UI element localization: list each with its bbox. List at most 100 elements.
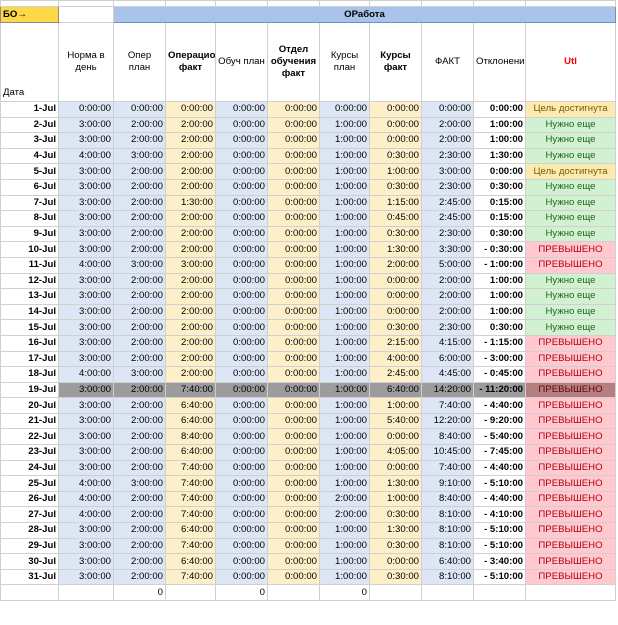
kursy-fact-cell[interactable]: 1:00:00 xyxy=(369,490,422,508)
date-cell[interactable]: 7-Jul xyxy=(0,194,59,212)
status-cell[interactable]: Цель достигнута xyxy=(525,101,616,118)
kursy-plan-cell[interactable]: 1:00:00 xyxy=(319,163,370,180)
norma-cell[interactable]: 3:00:00 xyxy=(58,319,114,336)
otkl-cell[interactable]: - 0:30:00 xyxy=(473,241,526,258)
oper-plan-cell[interactable]: 2:00:00 xyxy=(113,537,166,555)
oper-fact-cell[interactable]: 2:00:00 xyxy=(165,116,216,134)
oper-fact-cell[interactable]: 2:00:00 xyxy=(165,147,216,165)
kursy-plan-cell[interactable]: 1:00:00 xyxy=(319,428,370,446)
blank-cell[interactable] xyxy=(58,6,114,23)
oper-fact-cell[interactable]: 2:00:00 xyxy=(165,241,216,258)
status-cell[interactable]: Нужно еще xyxy=(525,288,616,305)
obuch-plan-cell[interactable]: 0:00:00 xyxy=(215,506,268,524)
norma-cell[interactable]: 3:00:00 xyxy=(58,444,114,461)
oper-fact-cell[interactable]: 2:00:00 xyxy=(165,350,216,368)
kursy-fact-cell[interactable]: 0:00:00 xyxy=(369,459,422,477)
otkl-cell[interactable]: - 1:15:00 xyxy=(473,334,526,352)
otdel-fact-cell[interactable]: 0:00:00 xyxy=(267,334,320,352)
fact-cell[interactable]: 3:00:00 xyxy=(421,163,474,180)
oper-plan-cell[interactable]: 2:00:00 xyxy=(113,397,166,414)
otdel-fact-cell[interactable]: 0:00:00 xyxy=(267,490,320,508)
norma-cell[interactable]: 3:00:00 xyxy=(58,132,114,149)
obuch-plan-cell[interactable]: 0:00:00 xyxy=(215,475,268,492)
status-cell[interactable]: ПРЕВЫШЕНО xyxy=(525,537,616,555)
fact-cell[interactable]: 3:30:00 xyxy=(421,241,474,258)
kursy-fact-cell[interactable]: 0:30:00 xyxy=(369,147,422,165)
date-cell[interactable]: 18-Jul xyxy=(0,366,59,383)
otdel-fact-cell[interactable]: 0:00:00 xyxy=(267,568,320,586)
norma-cell[interactable]: 3:00:00 xyxy=(58,412,114,430)
kursy-plan-cell[interactable]: 1:00:00 xyxy=(319,178,370,196)
kursy-fact-cell[interactable]: 0:30:00 xyxy=(369,537,422,555)
kursy-plan-cell[interactable]: 1:00:00 xyxy=(319,241,370,258)
date-cell[interactable]: 9-Jul xyxy=(0,225,59,243)
empty-cell[interactable] xyxy=(369,584,422,602)
norma-cell[interactable]: 4:00:00 xyxy=(58,475,114,492)
section-title-cell[interactable]: ОРабота xyxy=(113,6,616,23)
date-cell[interactable]: 25-Jul xyxy=(0,475,59,492)
oper-plan-cell[interactable]: 2:00:00 xyxy=(113,334,166,352)
date-cell[interactable]: 21-Jul xyxy=(0,412,59,430)
oper-plan-cell[interactable]: 2:00:00 xyxy=(113,381,166,399)
otkl-cell[interactable]: - 5:10:00 xyxy=(473,568,526,586)
otdel-fact-cell[interactable]: 0:00:00 xyxy=(267,132,320,149)
date-cell[interactable]: 22-Jul xyxy=(0,428,59,446)
kursy-plan-cell[interactable]: 1:00:00 xyxy=(319,272,370,290)
obuch-plan-cell[interactable]: 0:00:00 xyxy=(215,116,268,134)
norma-cell[interactable]: 3:00:00 xyxy=(58,194,114,212)
kursy-plan-cell[interactable]: 1:00:00 xyxy=(319,537,370,555)
kursy-plan-cell[interactable]: 0:00:00 xyxy=(319,101,370,118)
oper-fact-cell[interactable]: 2:00:00 xyxy=(165,178,216,196)
norma-cell[interactable]: 3:00:00 xyxy=(58,225,114,243)
status-cell[interactable]: ПРЕВЫШЕНО xyxy=(525,397,616,414)
norma-cell[interactable]: 3:00:00 xyxy=(58,553,114,570)
oper-fact-cell[interactable]: 7:40:00 xyxy=(165,475,216,492)
date-cell[interactable]: 10-Jul xyxy=(0,241,59,258)
fact-cell[interactable]: 2:45:00 xyxy=(421,210,474,227)
status-cell[interactable]: ПРЕВЫШЕНО xyxy=(525,553,616,570)
status-cell[interactable]: Нужно еще xyxy=(525,210,616,227)
obuch-plan-cell[interactable]: 0:00:00 xyxy=(215,522,268,539)
header-util[interactable]: Utl xyxy=(525,22,616,102)
norma-cell[interactable]: 3:00:00 xyxy=(58,568,114,586)
obuch-plan-cell[interactable]: 0:00:00 xyxy=(215,553,268,570)
kursy-fact-cell[interactable]: 5:40:00 xyxy=(369,412,422,430)
kursy-plan-cell[interactable]: 1:00:00 xyxy=(319,319,370,336)
oper-fact-cell[interactable]: 6:40:00 xyxy=(165,553,216,570)
kursy-fact-cell[interactable]: 1:00:00 xyxy=(369,397,422,414)
header-oper-plan[interactable]: Опер план xyxy=(113,22,166,102)
kursy-fact-cell[interactable]: 1:00:00 xyxy=(369,163,422,180)
obuch-plan-cell[interactable]: 0:00:00 xyxy=(215,132,268,149)
kursy-plan-cell[interactable]: 1:00:00 xyxy=(319,412,370,430)
oper-fact-cell[interactable]: 2:00:00 xyxy=(165,163,216,180)
kursy-fact-cell[interactable]: 0:00:00 xyxy=(369,116,422,134)
otdel-fact-cell[interactable]: 0:00:00 xyxy=(267,241,320,258)
status-cell[interactable]: Нужно еще xyxy=(525,303,616,321)
obuch-plan-cell[interactable]: 0:00:00 xyxy=(215,412,268,430)
kursy-fact-cell[interactable]: 0:00:00 xyxy=(369,272,422,290)
norma-cell[interactable]: 3:00:00 xyxy=(58,350,114,368)
kursy-fact-cell[interactable]: 0:30:00 xyxy=(369,178,422,196)
header-otkl[interactable]: Отклонение xyxy=(473,22,526,102)
status-cell[interactable]: ПРЕВЫШЕНО xyxy=(525,506,616,524)
oper-plan-cell[interactable]: 2:00:00 xyxy=(113,132,166,149)
otkl-cell[interactable]: - 3:40:00 xyxy=(473,553,526,570)
status-cell[interactable]: Нужно еще xyxy=(525,319,616,336)
oper-fact-cell[interactable]: 7:40:00 xyxy=(165,537,216,555)
kursy-plan-cell[interactable]: 1:00:00 xyxy=(319,225,370,243)
kursy-plan-cell[interactable]: 1:00:00 xyxy=(319,147,370,165)
otkl-cell[interactable]: - 1:00:00 xyxy=(473,256,526,274)
fact-cell[interactable]: 2:30:00 xyxy=(421,225,474,243)
otkl-cell[interactable]: 0:00:00 xyxy=(473,101,526,118)
date-cell[interactable]: 4-Jul xyxy=(0,147,59,165)
obuch-plan-cell[interactable]: 0:00:00 xyxy=(215,194,268,212)
header-kursy-plan[interactable]: Курсы план xyxy=(319,22,370,102)
norma-cell[interactable]: 4:00:00 xyxy=(58,147,114,165)
fact-cell[interactable]: 7:40:00 xyxy=(421,397,474,414)
obuch-plan-cell[interactable]: 0:00:00 xyxy=(215,288,268,305)
oper-fact-cell[interactable]: 2:00:00 xyxy=(165,288,216,305)
obuch-plan-cell[interactable]: 0:00:00 xyxy=(215,319,268,336)
otkl-cell[interactable]: - 4:40:00 xyxy=(473,397,526,414)
otdel-fact-cell[interactable]: 0:00:00 xyxy=(267,506,320,524)
obuch-plan-cell[interactable]: 0:00:00 xyxy=(215,568,268,586)
